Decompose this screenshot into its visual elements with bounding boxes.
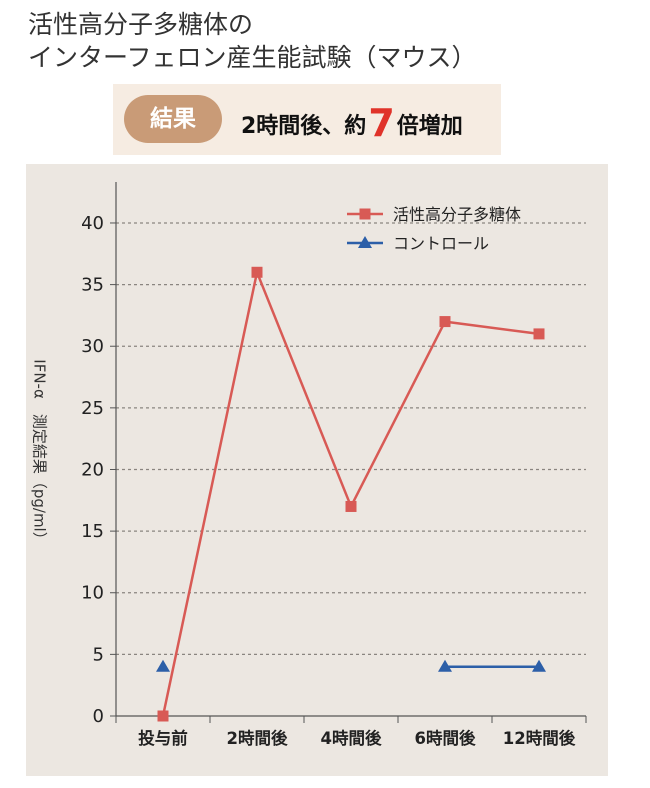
x-tick-label: 投与前	[138, 728, 188, 748]
legend-marker-1	[358, 236, 372, 248]
title-line-2: インターフェロン産生能試験（マウス）	[28, 43, 477, 72]
data-point	[439, 316, 451, 328]
result-prefix: 2時間後、約	[241, 114, 367, 139]
y-tick-label: 25	[81, 398, 104, 419]
axes	[110, 182, 587, 723]
tick-labels: 0 5 10 15 20 25 30 35 40 投与前 2時間後 4時間後 6時間後 12時間後	[81, 213, 576, 748]
y-tick-label: 15	[81, 521, 104, 542]
chart-title: 活性高分子多糖体の インターフェロン産生能試験（マウス）	[28, 8, 477, 74]
y-tick-label: 35	[81, 275, 104, 296]
y-tick-label: 0	[93, 706, 104, 727]
data-point	[532, 659, 546, 672]
data-point	[251, 266, 263, 278]
data-point	[157, 710, 169, 722]
result-banner: 結果 2時間後、約 7 倍増加	[113, 84, 501, 155]
series-markers	[156, 266, 546, 722]
y-tick-label: 5	[93, 644, 104, 665]
x-tick-label: 12時間後	[503, 728, 576, 748]
result-suffix: 倍増加	[396, 114, 463, 139]
x-tick-label: 6時間後	[415, 728, 476, 748]
y-tick-label: 10	[81, 583, 104, 604]
data-point	[345, 500, 357, 512]
data-point	[533, 328, 545, 340]
legend-marker-0	[359, 208, 371, 220]
y-axis-label: IFN-α 測定結果（pg/ml）	[30, 359, 49, 547]
series-lines	[161, 271, 540, 717]
data-point	[156, 659, 170, 672]
result-summary: 2時間後、約 7 倍増加	[241, 98, 463, 142]
gridlines	[116, 222, 586, 655]
series-line-0	[161, 271, 540, 717]
y-tick-label: 40	[81, 213, 104, 234]
y-tick-label: 20	[81, 459, 104, 480]
legend-label: コントロール	[393, 234, 489, 253]
title-line-1: 活性高分子多糖体の	[28, 10, 254, 39]
y-tick-label: 30	[81, 336, 104, 357]
x-tick-label: 2時間後	[227, 728, 288, 748]
legend-label: 活性高分子多糖体	[393, 205, 521, 224]
result-label-badge: 結果	[124, 95, 222, 143]
result-number: 7	[368, 101, 395, 145]
x-tick-label: 4時間後	[321, 728, 382, 748]
data-point	[438, 659, 452, 672]
